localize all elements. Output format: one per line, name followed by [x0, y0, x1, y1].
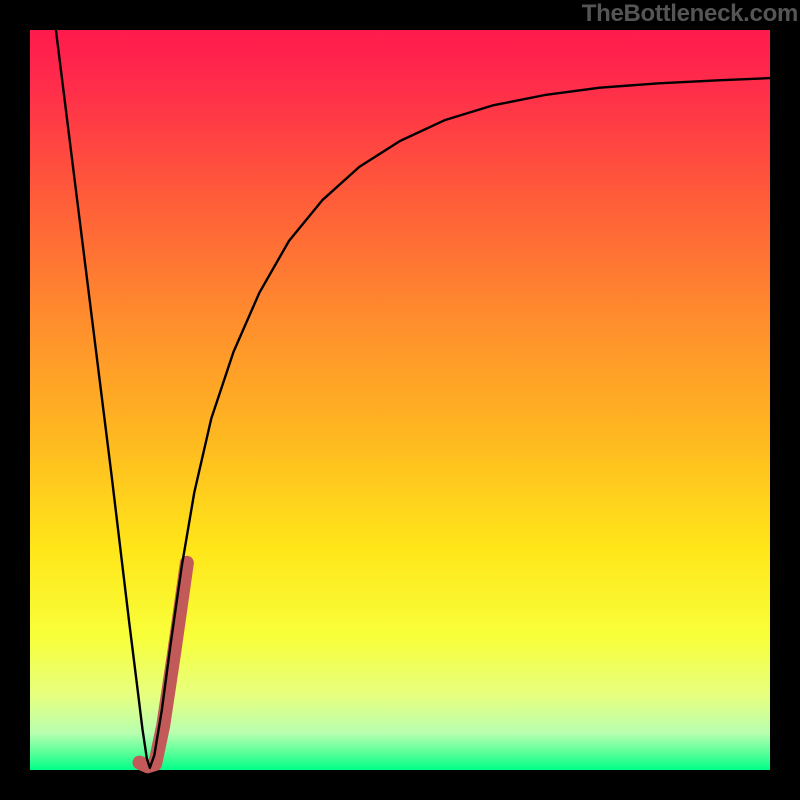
chart-frame: TheBottleneck.com: [0, 0, 800, 800]
highlight-segment: [140, 563, 187, 767]
curve-layer: [30, 30, 770, 770]
bottleneck-curve: [56, 30, 770, 768]
watermark-text: TheBottleneck.com: [582, 0, 798, 28]
plot-area: [30, 30, 770, 770]
